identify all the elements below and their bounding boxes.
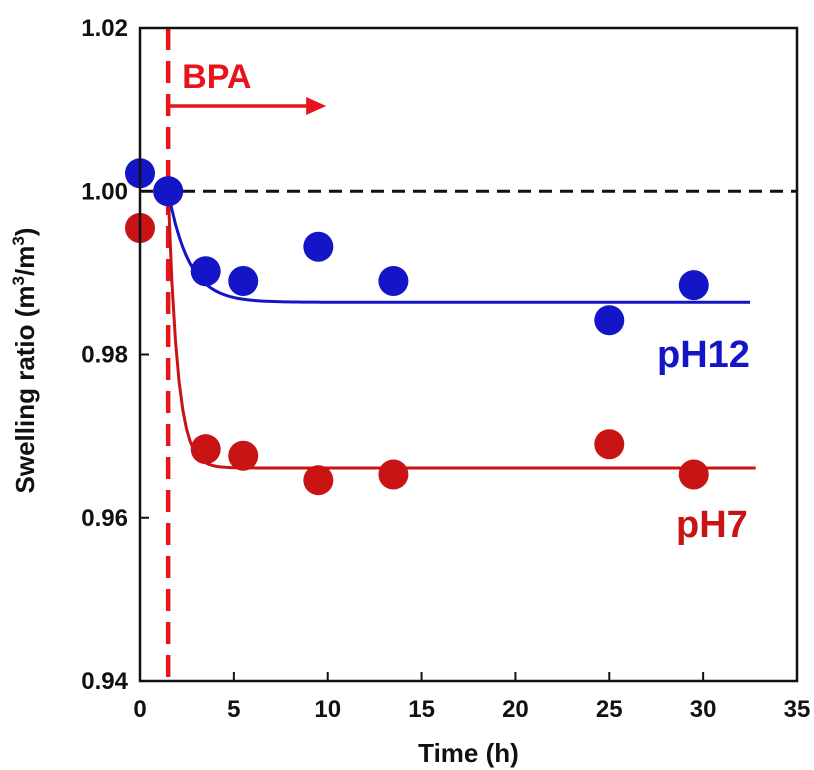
data-point-ph12-7: [678, 270, 709, 301]
y-tick-label: 0.98: [81, 342, 128, 369]
y-tick-label: 0.94: [81, 668, 128, 695]
y-axis-title-post: ): [10, 228, 40, 237]
data-point-ph7-3: [228, 440, 259, 471]
reference-lines: [140, 28, 797, 681]
fit-curve-ph12: [166, 190, 751, 304]
data-points: [125, 158, 709, 496]
x-tick-label: 10: [314, 696, 341, 723]
x-tick-label: 20: [502, 696, 529, 723]
data-point-ph7-6: [594, 429, 625, 460]
y-axis-title: Swelling ratio (m3/m3): [9, 228, 40, 494]
event-arrow: [168, 97, 327, 115]
y-axis-title-sup2: 3: [9, 236, 28, 245]
event-label-bpa: BPA: [182, 58, 251, 96]
data-point-ph12-3: [228, 266, 259, 297]
x-tick-label: 30: [690, 696, 717, 723]
axis-ticks: 0 5 10 15 20 25 30 35 0.94 0.96 0.98 1.00 1.02: [81, 15, 810, 723]
y-tick-label: 1.02: [81, 15, 128, 42]
x-tick-label: 25: [596, 696, 623, 723]
fit-curves: [166, 190, 756, 470]
y-tick-label: 1.00: [81, 178, 128, 205]
x-tick-label: 15: [408, 696, 435, 723]
data-point-ph12-5: [378, 266, 409, 297]
data-point-ph12-2: [190, 256, 221, 287]
data-point-ph7-2: [190, 434, 221, 465]
x-tick-label: 5: [227, 696, 240, 723]
y-tick-label: 0.96: [81, 505, 128, 532]
y-axis-title-sup1: 3: [9, 276, 28, 285]
y-axis-title-pre: Swelling ratio (m: [10, 285, 40, 493]
x-tick-label: 0: [133, 696, 146, 723]
data-point-ph12-4: [303, 231, 334, 262]
data-point-ph7-7: [678, 459, 709, 490]
data-point-ph7-4: [303, 465, 334, 496]
data-point-ph12-1: [153, 176, 184, 207]
data-point-ph12-6: [594, 305, 625, 336]
series-label-ph12: pH12: [657, 334, 750, 376]
x-axis-title: Time (h): [418, 738, 519, 768]
x-tick-label: 35: [784, 696, 811, 723]
event-arrow-head: [306, 97, 327, 115]
fit-curve-ph7: [166, 191, 756, 470]
data-point-ph7-5: [378, 459, 409, 490]
y-axis-title-mid: /m: [10, 246, 40, 276]
series-label-ph7: pH7: [676, 504, 748, 546]
